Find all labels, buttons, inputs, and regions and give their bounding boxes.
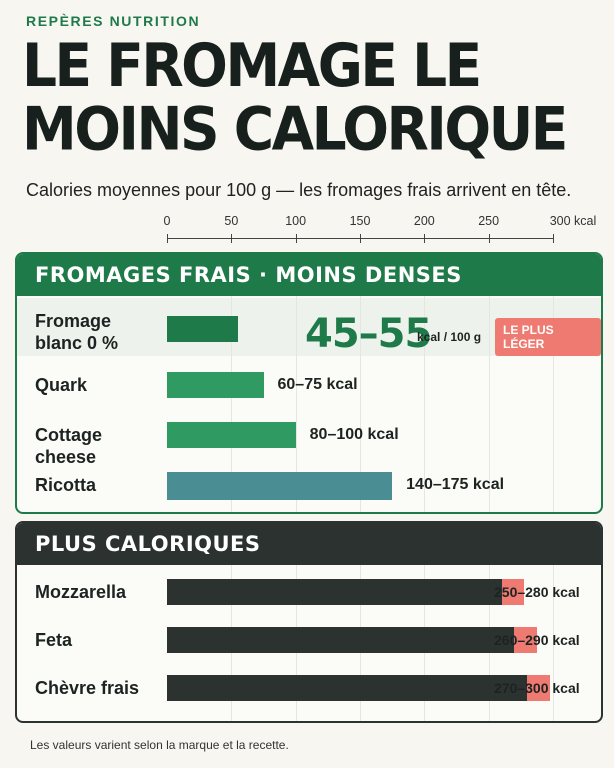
group-panel-fresh: FROMAGES FRAIS · MOINS DENSES Fromage bl… — [15, 252, 603, 514]
bar-range — [501, 579, 525, 605]
x-tick — [167, 234, 168, 243]
bar — [167, 472, 393, 500]
x-axis: 0 50 100 150 200 250 300 kcal — [0, 214, 614, 250]
row-label: Quark — [35, 375, 88, 395]
x-tick — [360, 234, 361, 243]
bar — [167, 316, 238, 342]
bar-range — [527, 675, 550, 701]
grid-line — [488, 296, 490, 512]
value-highlight: 45–55 — [305, 311, 432, 357]
value-unit: kcal / 100 g — [417, 330, 482, 344]
kicker: REPÈRES NUTRITION — [26, 13, 201, 29]
group-panel-caloric: PLUS CALORIQUES Mozzarella 250–280 kcal Fe… — [15, 521, 603, 723]
bar — [167, 675, 528, 701]
x-tick-label: 250 — [478, 214, 500, 228]
x-tick-label: 150 — [349, 214, 371, 228]
row-label: Chèvre frais — [35, 678, 140, 698]
row-label: Fromage blanc 0 % — [35, 311, 119, 353]
bar — [167, 627, 515, 653]
row-label: Mozzarella — [35, 582, 127, 602]
x-tick — [553, 234, 554, 243]
x-tick — [488, 234, 490, 243]
row-label: Cottage cheese — [35, 425, 102, 467]
group-title-caloric: PLUS CALORIQUES — [17, 523, 601, 565]
grid-line — [553, 565, 554, 721]
row-label: Feta — [35, 630, 73, 650]
bar-range — [514, 627, 538, 653]
group-title-fresh: FROMAGES FRAIS · MOINS DENSES — [17, 254, 601, 296]
subtitle: Calories moyennes pour 100 g — les froma… — [26, 180, 572, 200]
value-label: 60–75 kcal — [277, 376, 358, 393]
bar — [167, 579, 502, 605]
x-tick-label: 300 kcal — [549, 214, 597, 228]
bar — [167, 422, 296, 448]
x-tick — [295, 234, 297, 243]
x-tick-label: 200 — [413, 214, 435, 228]
value-label: 260–290 kcal — [494, 632, 580, 648]
x-tick — [424, 234, 426, 243]
grid-line — [360, 296, 361, 512]
grid-line — [424, 296, 426, 512]
grid-line — [295, 296, 297, 512]
value-label: 140–175 kcal — [406, 476, 505, 493]
footnote: Les valeurs varient selon la marque et l… — [30, 738, 289, 752]
x-tick-label: 50 — [224, 214, 239, 228]
row-label: Ricotta — [35, 475, 97, 495]
x-tick — [231, 234, 233, 243]
grid-line — [231, 296, 233, 512]
x-tick-label: 0 — [163, 214, 171, 228]
value-label: 80–100 kcal — [309, 426, 399, 443]
bar — [167, 372, 264, 398]
value-label: 250–280 kcal — [494, 584, 580, 600]
page-title: LE FROMAGE LE MOINS CALORIQUE — [22, 30, 568, 164]
badge-lightest: LE PLUS LÉGER — [495, 318, 601, 356]
value-label: 270–300 kcal — [494, 680, 580, 696]
grid-line — [553, 296, 554, 512]
x-tick-label: 100 — [285, 214, 307, 228]
